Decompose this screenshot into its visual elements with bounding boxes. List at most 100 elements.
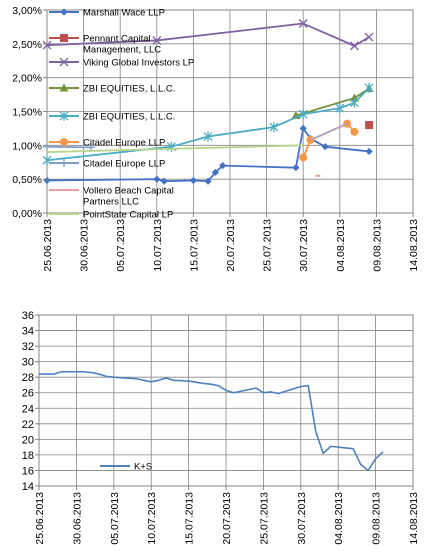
x-tick-label: 25.06.2013 (42, 219, 54, 272)
data-point-star (335, 103, 345, 114)
y-tick-label: 1,00% (12, 140, 42, 152)
series-line (46, 144, 304, 153)
y-tick-label: 18 (22, 450, 34, 462)
data-point-x (364, 32, 374, 42)
x-tick-label: 15.07.2013 (188, 219, 200, 272)
data-point-diamond (299, 124, 307, 133)
legend-item-zbi-equities-l-l-c: ZBI EQUITIES, L.L.C. (49, 111, 175, 123)
data-point-dash (315, 174, 321, 177)
y-tick-label: 36 (22, 310, 34, 322)
series-lines (39, 370, 384, 472)
legend-item-pointstate-capital-lp: PointState Capital LP (49, 210, 173, 221)
x-tick-label: 09.08.2013 (371, 492, 383, 545)
data-point-x (349, 41, 359, 51)
y-tick-label: 16 (22, 465, 34, 477)
y-axis: 0,00% 0,50% 1,00% 1,50% 2,00% 2,50% 3,00% (12, 5, 47, 220)
legend-label-line: Management, LLC (83, 45, 161, 56)
legend-item-zbi-equities-l-l-c: ZBI EQUITIES, L.L.C. (49, 83, 175, 95)
series-citadel-europe-llp (43, 142, 95, 152)
x-tick-label: 20.07.2013 (221, 492, 233, 545)
data-point-circle (299, 153, 308, 162)
y-tick-label: 1,50% (12, 107, 42, 119)
data-point-circle (350, 127, 359, 136)
x-tick-label: 14.08.2013 (408, 492, 420, 545)
data-point-diamond (292, 164, 300, 172)
x-tick-label: 04.08.2013 (333, 492, 345, 545)
series-viking-global-investors-lp (42, 19, 374, 51)
legend-label: Citadel Europe LLP (83, 159, 165, 170)
data-point-x (59, 57, 69, 67)
x-tick-label: 04.08.2013 (335, 219, 347, 272)
x-tick-label: 10.07.2013 (146, 492, 158, 545)
legend-item-viking-global-investors-lp: Viking Global Investors LP (49, 58, 194, 69)
x-tick-label: 30.07.2013 (298, 219, 310, 272)
y-axis: 14 16 18 20 22 24 26 28 30 32 34 36 (22, 310, 39, 493)
y-tick-label: 0,50% (12, 174, 42, 186)
legend-label: Marshall Wace LLP (83, 8, 165, 19)
stock-price-chart: 14 16 18 20 22 24 26 28 30 32 34 36 25.06.2013 30.06… (22, 310, 420, 545)
series-k-s (39, 370, 384, 472)
y-tick-label: 26 (22, 388, 34, 400)
data-point-star (364, 82, 374, 93)
legend-label: Vollero Beach Capital Partners LLC (83, 186, 174, 208)
x-tick-label: 14.08.2013 (408, 219, 420, 272)
legend-item-citadel-europe-llp: Citadel Europe LLP (49, 138, 165, 149)
legend-label: Citadel Europe LLP (83, 138, 165, 149)
data-point-star (59, 111, 69, 121)
series-line (46, 87, 370, 162)
series-lines (42, 19, 374, 185)
y-tick-label: 34 (22, 326, 34, 338)
data-point-diamond (211, 168, 219, 176)
series-pointstate-capital-lp (46, 144, 304, 153)
data-point-dash (61, 189, 67, 191)
data-point-diamond (365, 147, 373, 156)
legend-item-vollero-beach-capital-partners-llc: Vollero Beach Capital Partners LLC (49, 186, 174, 208)
legend-label: Pennant Capital Management, LLC (83, 34, 161, 56)
y-tick-label: 30 (22, 357, 34, 369)
data-point-x (42, 40, 52, 50)
data-point-triangle (59, 83, 69, 92)
legend-label: PointState Capital LP (83, 210, 173, 221)
legend-label-line: Pennant Capital (83, 34, 151, 45)
data-point-plus (86, 143, 95, 152)
x-tick-label: 25.07.2013 (262, 219, 274, 272)
y-tick-label: 0,00% (12, 208, 42, 220)
y-tick-label: 24 (22, 403, 34, 415)
y-tick-label: 2,00% (12, 73, 42, 85)
data-point-x (298, 19, 308, 29)
y-tick-label: 2,50% (12, 39, 42, 51)
legend-label-line: Vollero Beach Capital (83, 186, 174, 197)
x-axis: 25.06.2013 30.06.2013 05.07.2013 10.07.2013… (42, 213, 420, 272)
legend-item-citadel-europe-llp: Citadel Europe LLP (49, 159, 165, 170)
data-point-star (298, 109, 308, 120)
data-point-square (60, 34, 68, 42)
data-point-diamond (160, 177, 168, 185)
data-point-diamond (204, 177, 212, 185)
data-point-plus (60, 159, 68, 167)
x-tick-label: 15.07.2013 (184, 492, 196, 545)
x-tick-label: 30.06.2013 (79, 219, 91, 272)
legend-item-k-s: K+S (100, 462, 152, 473)
x-tick-label: 20.07.2013 (225, 219, 237, 272)
series-vollero-beach-capital-partners-llc (315, 174, 321, 177)
x-tick-label: 10.07.2013 (152, 219, 164, 272)
legend-label-line: Partners LLC (83, 197, 139, 208)
legend-label: K+S (134, 462, 152, 473)
data-point-star (269, 122, 279, 133)
series-line (46, 145, 91, 149)
legend-item-pennant-capital-management-llc: Pennant Capital Management, LLC (49, 34, 161, 56)
x-tick-label: 09.08.2013 (371, 219, 383, 272)
x-tick-label: 25.06.2013 (34, 492, 46, 545)
data-point-diamond (219, 162, 227, 170)
y-tick-label: 20 (22, 434, 34, 446)
legend-label: ZBI EQUITIES, L.L.C. (83, 112, 175, 123)
legend-label: ZBI EQUITIES, L.L.C. (83, 84, 175, 95)
institutional-holdings-chart: 0,00% 0,50% 1,00% 1,50% 2,00% 2,50% 3,00% 25.0… (12, 5, 420, 272)
data-point-diamond (153, 175, 161, 183)
data-point-diamond (321, 143, 329, 151)
legend-label: Viking Global Investors LP (83, 58, 194, 69)
legend-item-marshall-wace-llp: Marshall Wace LLP (49, 8, 165, 19)
data-point-square (365, 121, 374, 130)
y-tick-label: 32 (22, 341, 34, 353)
series-unnamed (310, 122, 348, 141)
